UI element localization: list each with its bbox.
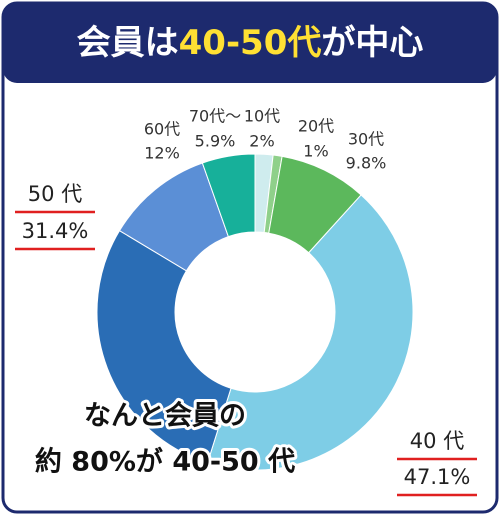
value-label: 31.4% xyxy=(22,219,89,243)
category-label: 70代〜 xyxy=(189,107,241,126)
value-label: 5.9% xyxy=(195,132,236,151)
chart-title: 会員は40-50代が中心 xyxy=(77,23,424,63)
value-label: 12% xyxy=(144,144,180,163)
category-label: 40 代 xyxy=(410,429,464,453)
title-part: が中心 xyxy=(321,23,423,63)
donut-slice xyxy=(96,229,232,464)
category-label: 30代 xyxy=(348,130,384,149)
annotation: なんと会員の xyxy=(84,401,246,432)
category-label: 20代 xyxy=(298,117,334,136)
donut-slice xyxy=(201,153,256,238)
donut-slice xyxy=(206,194,414,471)
title-part: 会員は xyxy=(77,23,179,63)
value-label: 47.1% xyxy=(404,465,471,489)
annotation: 約 80%が 40-50 代 xyxy=(35,446,295,478)
category-label: 50 代 xyxy=(28,182,82,206)
category-label: 60代 xyxy=(144,120,180,139)
title-banner xyxy=(3,3,497,83)
value-label: 9.8% xyxy=(346,154,387,173)
value-label: 1% xyxy=(303,142,328,161)
title-part: 40-50代 xyxy=(179,23,322,63)
value-label: 2% xyxy=(249,132,274,151)
category-label: 10代 xyxy=(244,107,280,126)
